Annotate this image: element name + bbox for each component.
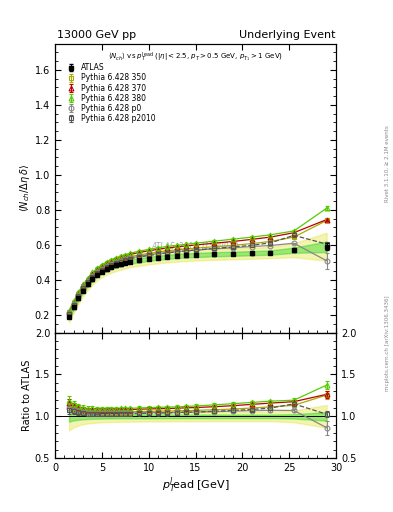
Text: ATLAS_2017_I1509919: ATLAS_2017_I1509919 [152,241,239,250]
Y-axis label: Ratio to ATLAS: Ratio to ATLAS [22,360,32,431]
X-axis label: $p_T^l\!$ead [GeV]: $p_T^l\!$ead [GeV] [162,476,229,496]
Text: Underlying Event: Underlying Event [239,30,335,40]
Y-axis label: $\langle N_{ch} / \Delta\eta\,\delta\rangle$: $\langle N_{ch} / \Delta\eta\,\delta\ran… [18,164,32,212]
Legend: ATLAS, Pythia 6.428 350, Pythia 6.428 370, Pythia 6.428 380, Pythia 6.428 p0, Py: ATLAS, Pythia 6.428 350, Pythia 6.428 37… [62,62,157,124]
Text: Rivet 3.1.10, ≥ 2.1M events: Rivet 3.1.10, ≥ 2.1M events [385,125,389,202]
Text: $\langle N_{ch}\rangle$ vs $p_T^{\rm lead}$ ($|\eta| < 2.5$, $p_T > 0.5$ GeV, $p: $\langle N_{ch}\rangle$ vs $p_T^{\rm lea… [108,51,283,64]
Text: 13000 GeV pp: 13000 GeV pp [57,30,136,40]
Text: mcplots.cern.ch [arXiv:1306.3436]: mcplots.cern.ch [arXiv:1306.3436] [385,295,389,391]
